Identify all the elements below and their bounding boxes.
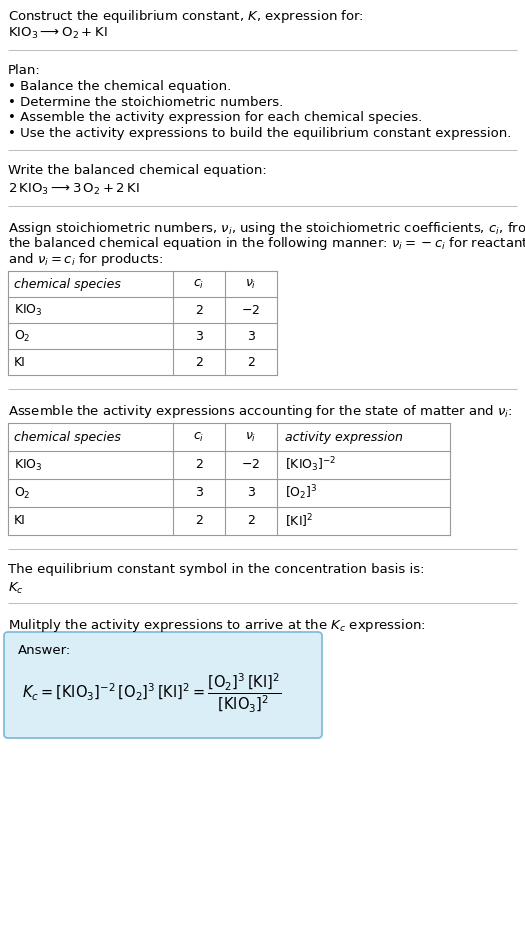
Text: Mulitply the activity expressions to arrive at the $K_c$ expression:: Mulitply the activity expressions to arr…	[8, 617, 426, 634]
Text: and $\nu_i = c_i$ for products:: and $\nu_i = c_i$ for products:	[8, 251, 164, 268]
Text: KI: KI	[14, 515, 26, 528]
Text: $\nu_i$: $\nu_i$	[245, 430, 257, 444]
Text: 3: 3	[195, 330, 203, 343]
Text: Write the balanced chemical equation:: Write the balanced chemical equation:	[8, 165, 267, 178]
Text: chemical species: chemical species	[14, 278, 121, 291]
FancyBboxPatch shape	[4, 632, 322, 738]
Text: chemical species: chemical species	[14, 430, 121, 444]
Text: • Assemble the activity expression for each chemical species.: • Assemble the activity expression for e…	[8, 112, 422, 125]
Text: 2: 2	[247, 515, 255, 528]
Text: $\mathrm{O_2}$: $\mathrm{O_2}$	[14, 329, 30, 344]
Text: $[\mathrm{O_2}]^{3}$: $[\mathrm{O_2}]^{3}$	[285, 483, 318, 502]
Text: 3: 3	[247, 330, 255, 343]
Text: The equilibrium constant symbol in the concentration basis is:: The equilibrium constant symbol in the c…	[8, 563, 425, 576]
Text: 2: 2	[247, 356, 255, 369]
Text: $\mathrm{KIO_3} \longrightarrow \mathrm{O_2} + \mathrm{KI}$: $\mathrm{KIO_3} \longrightarrow \mathrm{…	[8, 26, 108, 41]
Text: Plan:: Plan:	[8, 64, 41, 77]
Text: $-2$: $-2$	[242, 304, 260, 317]
Text: Assign stoichiometric numbers, $\nu_i$, using the stoichiometric coefficients, $: Assign stoichiometric numbers, $\nu_i$, …	[8, 220, 525, 237]
Text: 3: 3	[195, 486, 203, 499]
Text: $[\mathrm{KI}]^{2}$: $[\mathrm{KI}]^{2}$	[285, 512, 313, 530]
Text: activity expression: activity expression	[285, 430, 403, 444]
Text: • Balance the chemical equation.: • Balance the chemical equation.	[8, 80, 231, 94]
Text: $\mathrm{O_2}$: $\mathrm{O_2}$	[14, 485, 30, 500]
Text: 2: 2	[195, 304, 203, 317]
Text: $\mathrm{KIO_3}$: $\mathrm{KIO_3}$	[14, 458, 43, 473]
Text: $K_c = [\mathrm{KIO_3}]^{-2}\,[\mathrm{O_2}]^{3}\,[\mathrm{KI}]^{2} = \dfrac{[\m: $K_c = [\mathrm{KIO_3}]^{-2}\,[\mathrm{O…	[22, 672, 281, 715]
Text: 3: 3	[247, 486, 255, 499]
Text: • Determine the stoichiometric numbers.: • Determine the stoichiometric numbers.	[8, 96, 284, 109]
Text: $K_c$: $K_c$	[8, 581, 24, 596]
Text: Answer:: Answer:	[18, 644, 71, 657]
Text: $-2$: $-2$	[242, 459, 260, 471]
Text: $\nu_i$: $\nu_i$	[245, 278, 257, 291]
Text: $c_i$: $c_i$	[193, 430, 205, 444]
Text: 2: 2	[195, 515, 203, 528]
Text: • Use the activity expressions to build the equilibrium constant expression.: • Use the activity expressions to build …	[8, 127, 511, 140]
Text: Assemble the activity expressions accounting for the state of matter and $\nu_i$: Assemble the activity expressions accoun…	[8, 404, 513, 421]
Text: 2: 2	[195, 459, 203, 471]
Text: Construct the equilibrium constant, $K$, expression for:: Construct the equilibrium constant, $K$,…	[8, 8, 364, 25]
Text: 2: 2	[195, 356, 203, 369]
Text: $[\mathrm{KIO_3}]^{-2}$: $[\mathrm{KIO_3}]^{-2}$	[285, 456, 337, 474]
Text: $c_i$: $c_i$	[193, 278, 205, 291]
Text: the balanced chemical equation in the following manner: $\nu_i = -c_i$ for react: the balanced chemical equation in the fo…	[8, 236, 525, 253]
Text: $\mathrm{KIO_3}$: $\mathrm{KIO_3}$	[14, 303, 43, 318]
Text: KI: KI	[14, 356, 26, 369]
Text: $2\,\mathrm{KIO_3} \longrightarrow 3\,\mathrm{O_2} + 2\,\mathrm{KI}$: $2\,\mathrm{KIO_3} \longrightarrow 3\,\m…	[8, 182, 140, 197]
